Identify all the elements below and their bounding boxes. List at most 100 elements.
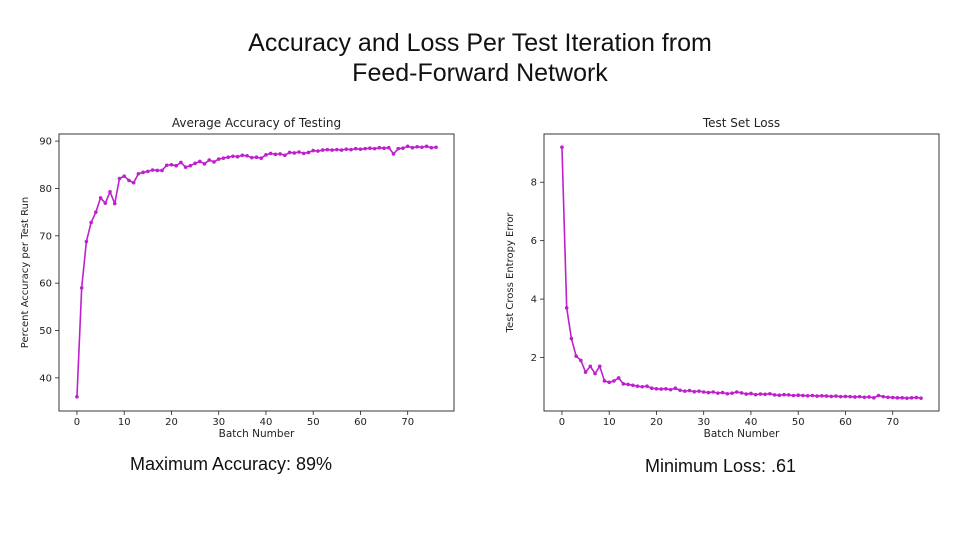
accuracy-x-tick-label: 30: [212, 417, 225, 428]
accuracy-data-point: [136, 171, 141, 176]
loss-data-point: [848, 394, 852, 399]
loss-data-point: [730, 391, 734, 395]
accuracy-data-point: [235, 154, 240, 159]
accuracy-data-point: [278, 152, 282, 156]
accuracy-data-point: [249, 155, 254, 160]
loss-data-point: [683, 389, 687, 393]
accuracy-data-point: [254, 155, 259, 159]
accuracy-data-point: [108, 189, 112, 194]
accuracy-data-point: [368, 146, 372, 151]
accuracy-data-point: [103, 201, 108, 205]
accuracy-data-point: [297, 150, 301, 154]
accuracy-x-tick-label: 60: [354, 417, 367, 428]
loss-data-point: [711, 390, 715, 394]
loss-data-point: [635, 384, 640, 388]
accuracy-y-tick-label: 80: [39, 184, 52, 195]
accuracy-plot-frame: [58, 133, 455, 412]
loss-data-point: [867, 395, 871, 399]
loss-data-point: [890, 395, 895, 400]
accuracy-y-tick-label: 40: [39, 373, 52, 384]
loss-data-point: [772, 393, 777, 397]
loss-data-point: [720, 390, 725, 395]
accuracy-data-point: [335, 147, 339, 152]
loss-data-point: [588, 364, 593, 369]
accuracy-data-point: [216, 157, 221, 161]
accuracy-data-point: [339, 148, 344, 152]
accuracy-data-point: [287, 150, 292, 155]
loss-x-tick-label: 50: [792, 417, 805, 428]
loss-x-tick-label: 40: [745, 417, 758, 428]
accuracy-data-point: [420, 145, 424, 150]
accuracy-data-point: [117, 176, 122, 181]
loss-data-point: [673, 386, 678, 391]
loss-y-axis-label: Test Cross Entropy Error: [505, 212, 516, 334]
loss-data-point: [824, 394, 829, 398]
loss-data-point: [574, 354, 578, 358]
accuracy-data-point: [429, 145, 434, 150]
accuracy-data-point: [301, 151, 306, 156]
loss-data-point: [753, 392, 758, 397]
accuracy-data-point: [349, 147, 353, 152]
accuracy-data-point: [193, 161, 197, 166]
accuracy-data-point: [311, 148, 316, 153]
loss-data-point: [560, 145, 564, 149]
loss-data-point: [564, 306, 569, 310]
loss-data-point: [640, 384, 645, 389]
accuracy-data-point: [292, 151, 297, 155]
loss-data-point: [829, 394, 834, 399]
loss-y-tick-label: 4: [531, 295, 537, 306]
accuracy-data-point: [231, 154, 235, 159]
accuracy-data-point: [325, 147, 330, 152]
loss-data-point: [593, 371, 597, 376]
accuracy-y-tick-label: 50: [39, 326, 52, 337]
loss-data-point: [706, 390, 711, 395]
loss-data-point: [749, 391, 753, 396]
loss-chart-title: Test Set Loss: [702, 116, 780, 130]
accuracy-data-point: [226, 155, 230, 159]
max-accuracy-caption: Maximum Accuracy: 89%: [130, 454, 333, 474]
loss-data-point: [805, 394, 810, 398]
accuracy-data-point: [424, 144, 429, 149]
loss-data-point: [739, 391, 744, 395]
loss-data-point: [777, 393, 782, 398]
accuracy-data-point: [198, 159, 202, 164]
accuracy-x-tick-label: 70: [401, 417, 414, 428]
loss-data-point: [905, 396, 909, 400]
accuracy-data-point: [98, 196, 103, 200]
loss-data-point: [734, 390, 739, 394]
loss-data-point: [659, 387, 663, 391]
loss-data-point: [654, 386, 659, 391]
loss-data-point: [857, 394, 862, 399]
loss-data-point: [758, 392, 763, 396]
accuracy-data-point: [150, 168, 155, 172]
accuracy-data-point: [316, 149, 320, 153]
accuracy-y-axis-label: Percent Accuracy per Test Run: [20, 197, 31, 348]
accuracy-data-point: [396, 146, 401, 151]
accuracy-y-tick-label: 90: [39, 137, 52, 148]
loss-plot-frame: [543, 133, 940, 412]
loss-data-point: [692, 389, 697, 394]
loss-data-point: [815, 394, 819, 398]
loss-data-point: [678, 388, 682, 393]
loss-data-point: [687, 388, 692, 393]
loss-data-point: [853, 395, 857, 399]
loss-data-point: [725, 391, 730, 396]
accuracy-data-point: [273, 152, 278, 157]
accuracy-data-point: [188, 163, 193, 168]
accuracy-x-axis-label: Batch Number: [219, 428, 295, 440]
accuracy-data-point: [127, 178, 131, 183]
loss-data-point: [768, 391, 772, 396]
loss-data-point: [645, 384, 649, 388]
accuracy-data-point: [212, 160, 216, 164]
loss-data-point: [796, 393, 800, 398]
loss-y-tick-label: 2: [531, 353, 537, 364]
accuracy-data-point: [353, 146, 358, 151]
accuracy-x-tick-label: 50: [307, 417, 320, 428]
loss-data-point: [782, 392, 786, 397]
accuracy-x-tick-label: 10: [118, 417, 131, 428]
loss-data-point: [838, 394, 843, 399]
accuracy-data-point: [207, 158, 212, 162]
accuracy-data-point: [259, 156, 264, 160]
accuracy-data-point: [84, 239, 89, 244]
accuracy-data-point: [160, 168, 164, 173]
